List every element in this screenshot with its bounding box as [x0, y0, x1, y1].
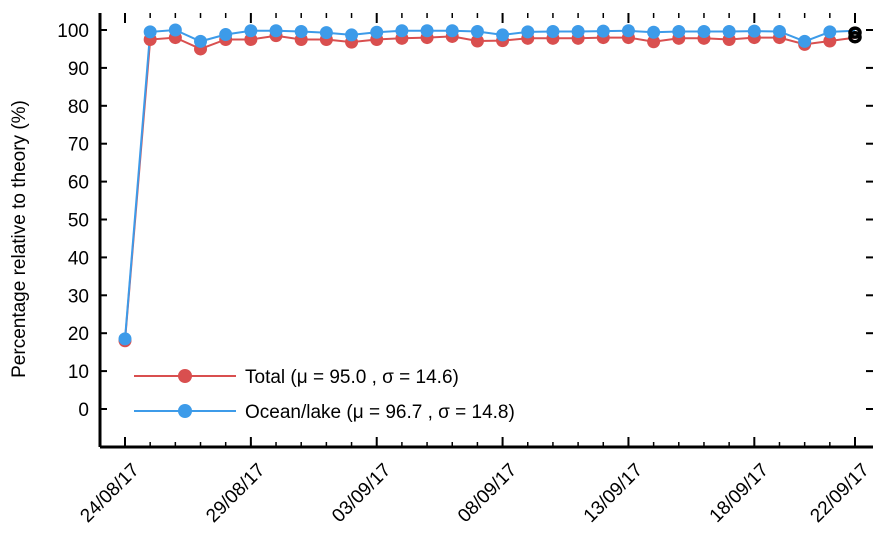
data-point-series-2 [219, 28, 233, 42]
data-point-series-2 [596, 24, 610, 38]
y-axis: 0 10 20 30 40 50 60 70 80 90 100 [57, 21, 873, 421]
data-point-series-2 [621, 24, 635, 38]
series-line-2 [124, 28, 856, 339]
data-point-series-1 [470, 34, 484, 48]
y-tick-label: 30 [68, 286, 89, 307]
data-point-series-2 [345, 28, 359, 42]
data-point-series-2 [470, 25, 484, 39]
plot-frame [98, 13, 873, 449]
data-point-series-2 [521, 25, 535, 39]
data-point-series-2 [194, 34, 208, 48]
y-tick-label: 40 [68, 248, 89, 269]
y-tick-label: 70 [68, 135, 89, 156]
y-tick-label: 100 [57, 21, 89, 42]
data-point-series-2 [571, 25, 585, 39]
x-tick-label: 03/09/17 [328, 460, 395, 527]
y-tick-label: 50 [68, 211, 89, 232]
y-tick-label: 90 [68, 59, 89, 80]
series-line-1 [124, 34, 856, 341]
series-points [118, 23, 837, 348]
y-tick-label: 10 [68, 362, 89, 383]
data-point-series-2 [168, 23, 182, 37]
end-marker [848, 26, 862, 39]
data-point-series-2 [697, 25, 711, 39]
data-point-series-1 [823, 34, 837, 48]
data-point-series-2 [370, 25, 384, 39]
y-tick-label: 80 [68, 97, 89, 118]
data-point-series-2 [143, 25, 157, 39]
data-point-series-2 [445, 24, 459, 38]
data-point-series-2 [722, 25, 736, 39]
legend-marker [178, 369, 192, 383]
end-marker [848, 30, 862, 44]
data-point-series-2 [823, 25, 837, 39]
legend-label: Total (μ = 95.0 , σ = 14.6) [245, 367, 459, 388]
x-tick-label: 29/08/17 [202, 460, 269, 527]
end-markers [848, 26, 862, 44]
y-axis-label: Percentage relative to theory (%) [9, 100, 30, 378]
data-point-series-2 [546, 25, 560, 39]
data-point-series-2 [319, 26, 333, 40]
y-tick-label: 0 [78, 400, 89, 421]
x-tick-label: 13/09/17 [580, 460, 647, 527]
legend-marker [178, 404, 192, 418]
data-point-series-2 [395, 24, 409, 38]
data-point-series-2 [647, 25, 661, 39]
series-lines [124, 28, 856, 341]
data-point-series-2 [294, 25, 308, 39]
x-tick-label: 24/08/17 [76, 460, 143, 527]
data-point-series-2 [772, 25, 786, 39]
data-point-series-2 [496, 28, 510, 42]
data-point-series-2 [118, 332, 132, 346]
data-point-series-2 [269, 24, 283, 38]
x-axis: 24/08/17 29/08/17 03/09/17 08/09/17 13/09/17… [76, 13, 874, 527]
data-point-series-2 [798, 34, 812, 48]
y-tick-label: 60 [68, 173, 89, 194]
legend: Total (μ = 95.0 , σ = 14.6) Ocean/lake (μ… [134, 367, 515, 423]
data-point-series-2 [244, 24, 258, 38]
data-point-series-1 [647, 35, 661, 49]
data-point-series-2 [747, 24, 761, 38]
x-tick-label: 22/09/17 [806, 460, 873, 527]
legend-label: Ocean/lake (μ = 96.7 , σ = 14.8) [245, 402, 515, 423]
y-tick-label: 20 [68, 324, 89, 345]
data-point-series-2 [420, 24, 434, 38]
x-tick-label: 18/09/17 [706, 460, 773, 527]
x-tick-label: 08/09/17 [454, 460, 521, 527]
data-point-series-2 [672, 25, 686, 39]
